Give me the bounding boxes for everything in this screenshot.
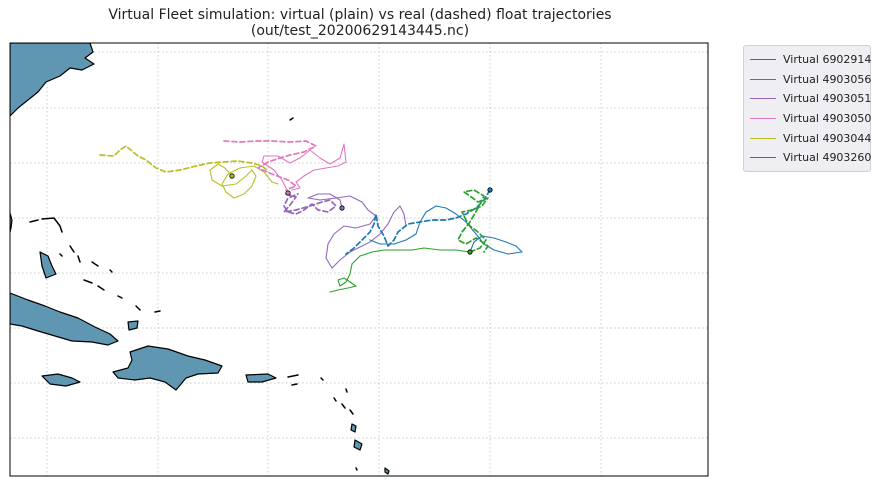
antilles-islet xyxy=(345,388,348,393)
bahamas-islet xyxy=(97,285,105,291)
barbados xyxy=(384,467,390,475)
float-position-marker xyxy=(285,190,291,196)
legend-line-swatch xyxy=(750,59,776,61)
antilles-islet xyxy=(349,409,354,415)
islets xyxy=(29,117,358,471)
bahamas-islet xyxy=(117,295,123,299)
legend-line-swatch xyxy=(750,78,776,80)
antilles-islet xyxy=(341,403,346,409)
virtual-trajectory-4903051 xyxy=(307,193,407,269)
real-trajectory-4903044 xyxy=(99,145,269,173)
real-trajectory-6902914 xyxy=(345,189,491,255)
bahamas-islet xyxy=(83,279,93,284)
bahamas-islet xyxy=(154,310,161,313)
chart-title: Virtual Fleet simulation: virtual (plain… xyxy=(10,7,710,39)
float-position-marker xyxy=(487,187,493,193)
map-background xyxy=(10,43,708,476)
float-positions xyxy=(229,173,493,255)
legend-entry: Virtual 4903260 xyxy=(744,148,872,168)
antilles-islet xyxy=(333,397,337,402)
virtual-trajectory-4903056 xyxy=(329,247,471,293)
bahamas-islet xyxy=(91,261,99,267)
north-america-coast xyxy=(10,43,95,117)
legend-label: Virtual 4903044 xyxy=(783,131,872,145)
float-position-marker xyxy=(339,205,345,211)
jamaica xyxy=(41,373,81,387)
landmasses xyxy=(10,43,390,475)
bahamas-islet xyxy=(135,305,141,311)
legend-line-swatch xyxy=(750,98,776,100)
virtual-trajectory-6902914 xyxy=(369,205,523,255)
legend-entry: Virtual 4903056 xyxy=(744,70,872,90)
legend-entry: Virtual 4903051 xyxy=(744,89,872,109)
gridlines xyxy=(10,43,708,476)
puerto-rico xyxy=(245,373,277,383)
float-position-marker xyxy=(467,249,473,255)
bahamas-islet xyxy=(77,255,81,263)
float-position-marker xyxy=(229,173,235,179)
trajectories xyxy=(99,140,523,293)
hispaniola xyxy=(112,345,223,391)
bahamas-islet xyxy=(29,219,39,223)
legend: Virtual 6902914 Virtual 4903056 Virtual 49… xyxy=(743,45,871,172)
bahamas-islet xyxy=(109,269,113,273)
virgin-islet xyxy=(291,383,298,386)
antilles-islet xyxy=(320,377,324,381)
legend-line-swatch xyxy=(750,157,776,159)
legend-label: Virtual 4903056 xyxy=(783,72,872,86)
legend-label: Virtual 4903051 xyxy=(783,92,872,106)
antilles-islet xyxy=(355,467,358,471)
real-trajectory-4903056 xyxy=(457,189,489,253)
bahamas-island xyxy=(127,320,139,331)
virtual-trajectory-4903044 xyxy=(209,163,279,199)
bermuda-islet xyxy=(289,117,294,121)
legend-line-swatch xyxy=(750,137,776,139)
guadeloupe xyxy=(353,439,363,451)
bahamas-islet xyxy=(59,253,63,257)
title-line-2: (out/test_20200629143445.nc) xyxy=(250,23,470,39)
virtual-trajectory-4903050 xyxy=(261,143,347,193)
cuba xyxy=(10,292,119,346)
bahamas-islet xyxy=(69,245,75,253)
map-frame xyxy=(9,42,709,477)
legend-line-swatch xyxy=(750,118,776,120)
title-line-1: Virtual Fleet simulation: virtual (plain… xyxy=(108,7,612,23)
andros-island xyxy=(39,251,57,279)
virgin-islet xyxy=(287,374,299,378)
real-trajectory-4903051 xyxy=(283,193,337,215)
legend-entry: Virtual 4903050 xyxy=(744,109,872,129)
legend-label: Virtual 4903260 xyxy=(783,151,872,165)
legend-entry: Virtual 4903044 xyxy=(744,128,872,148)
martinique xyxy=(350,423,357,433)
legend-label: Virtual 6902914 xyxy=(783,53,872,67)
bahamas-islet xyxy=(41,217,63,233)
legend-label: Virtual 4903050 xyxy=(783,112,872,126)
legend-entry: Virtual 6902914 xyxy=(744,50,872,70)
